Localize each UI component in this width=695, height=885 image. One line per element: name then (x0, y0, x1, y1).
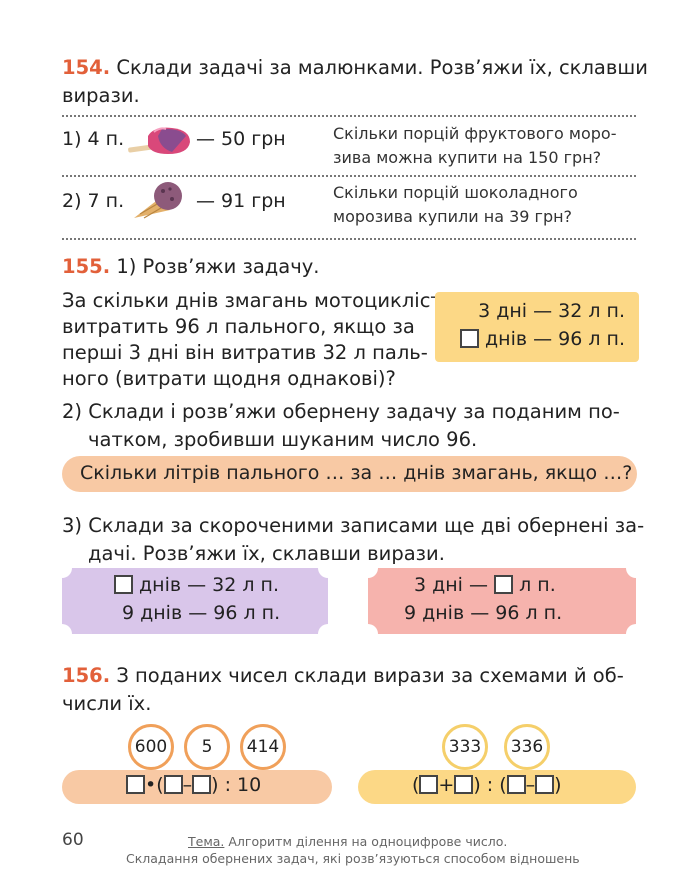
number-circle: 414 (240, 724, 286, 770)
empty-square (494, 575, 514, 594)
ex154-row1-question: Скільки порцій фруктового моро- зива мож… (333, 122, 616, 170)
divider (62, 175, 636, 177)
empty-square (506, 775, 526, 794)
ex156-text1: З поданих чисел склади вирази за схемами… (116, 664, 624, 687)
ex154-row2-question: Скільки порцій шоколадного морозива купи… (333, 181, 578, 229)
ex154-row2-price: — 91 грн (196, 190, 286, 212)
ex156-line1: 156. З поданих чисел склади вирази за сх… (62, 664, 624, 687)
empty-square (535, 775, 555, 794)
ex155-part2: 2) Склади і розв’яжи обернену задачу за … (62, 398, 620, 454)
empty-square (126, 775, 145, 794)
ex155-problem-line: ного (витрати щодня однакові)? (62, 367, 396, 390)
ex154-row1-q2: зива можна купити на 150 грн? (333, 148, 602, 167)
scheme-right-bar: (+) : (–) (358, 770, 636, 804)
ex154-row1-q1: Скільки порцій фруктового моро- (333, 124, 617, 143)
part2-line1: Склади і розв’яжи обернену задачу за под… (88, 400, 620, 423)
ex154-row2-label: 2) 7 п. (62, 190, 125, 212)
empty-square (163, 775, 183, 794)
ticket-right-shape (368, 568, 636, 634)
ex156-number: 156. (62, 664, 111, 687)
scheme-left-expression: •(–) : 10 (126, 774, 261, 796)
footer-topic-line2: Складання обернених задач, які розв’язую… (126, 851, 580, 866)
ex155-number: 155. (62, 255, 111, 278)
empty-square (419, 775, 439, 794)
part3-line1: Склади за скороченими записами ще дві об… (88, 514, 645, 537)
ticket-left-row1-text: днів — 32 л п. (139, 574, 280, 596)
short-record-row2: днів — 96 л п. (459, 328, 625, 350)
part3-line2: дачі. Розв’яжи їх, склавши вирази. (88, 542, 445, 565)
scheme-left-bar: •(–) : 10 (62, 770, 332, 804)
empty-square (454, 775, 474, 794)
ex156-text2: числи їх. (62, 692, 152, 715)
footer-topic-line1: Тема. Алгоритм ділення на одноцифрове чи… (188, 834, 507, 849)
short-record-row2-text: днів — 96 л п. (485, 328, 625, 350)
ex154-text2: вирази. (62, 84, 140, 107)
footer-topic-label: Тема. (188, 834, 225, 849)
ex155-problem-line: витратить 96 л пального, якщо за (62, 315, 415, 338)
ex155-short-record: 3 дні — 32 л п. днів — 96 л п. (435, 292, 639, 362)
number-circle: 600 (128, 724, 174, 770)
number-circle: 5 (184, 724, 230, 770)
scheme-right-expression: (+) : (–) (412, 774, 562, 796)
part2-line2: чатком, зробивши шуканим число 96. (88, 428, 478, 451)
ex154-text1: Склади задачі за малюнками. Розв’яжи їх,… (116, 56, 648, 79)
ex154-line1: 154. Склади задачі за малюнками. Розв’яж… (62, 56, 648, 79)
empty-square (459, 329, 479, 348)
ex154-row1-label: 1) 4 п. (62, 128, 125, 150)
banner-text: Скільки літрів пального … за … днів змаг… (80, 462, 633, 484)
chocolate-ice-cream-icon (134, 182, 182, 219)
empty-square (114, 575, 133, 594)
footer-topic-text: Алгоритм ділення на одноцифрове число. (224, 834, 508, 849)
page-number: 60 (62, 830, 84, 850)
ex155-problem: За скільки днів змагань мотоцикліст витр… (62, 288, 442, 392)
ex154-row1-price: — 50 грн (196, 128, 286, 150)
part2-number: 2) (62, 400, 83, 423)
part3-number: 3) (62, 514, 83, 537)
fruit-ice-cream-icon (128, 127, 190, 154)
ticket-right-row1: 3 дні — л п. (414, 574, 556, 596)
divider (62, 115, 636, 117)
ticket-right: 3 дні — л п. 9 днів — 96 л п. (368, 568, 636, 634)
ticket-left-row2: 9 днів — 96 л п. (122, 602, 281, 624)
number-circle: 333 (442, 724, 488, 770)
ex155-problem-line: перші 3 дні він витратив 32 л паль- (62, 341, 428, 364)
ex155-title: 1) Розв’яжи задачу. (116, 255, 320, 278)
ticket-right-row1-b: л п. (519, 574, 556, 596)
scheme-left-tail: ) : 10 (211, 774, 262, 796)
ticket-right-row2: 9 днів — 96 л п. (404, 602, 563, 624)
short-record-row1: 3 дні — 32 л п. (478, 300, 625, 322)
scheme-right-mid: ) : ( (473, 774, 507, 796)
question-banner: Скільки літрів пального … за … днів змаг… (62, 456, 637, 492)
ticket-right-row1-a: 3 дні — (414, 574, 489, 596)
ex155-part3: 3) Склади за скороченими записами ще дві… (62, 512, 644, 568)
ticket-left-row1: днів — 32 л п. (114, 574, 279, 596)
number-circle: 336 (504, 724, 550, 770)
ex154-row2-q2: морозива купили на 39 грн? (333, 207, 573, 226)
ex155-problem-line: За скільки днів змагань мотоцикліст (62, 289, 442, 312)
ex154-number: 154. (62, 56, 111, 79)
empty-square (192, 775, 212, 794)
ex154-row2-q1: Скільки порцій шоколадного (333, 183, 578, 202)
divider (62, 238, 636, 240)
ex155-title-line: 155. 1) Розв’яжи задачу. (62, 255, 319, 278)
ticket-left: днів — 32 л п. 9 днів — 96 л п. (62, 568, 328, 634)
